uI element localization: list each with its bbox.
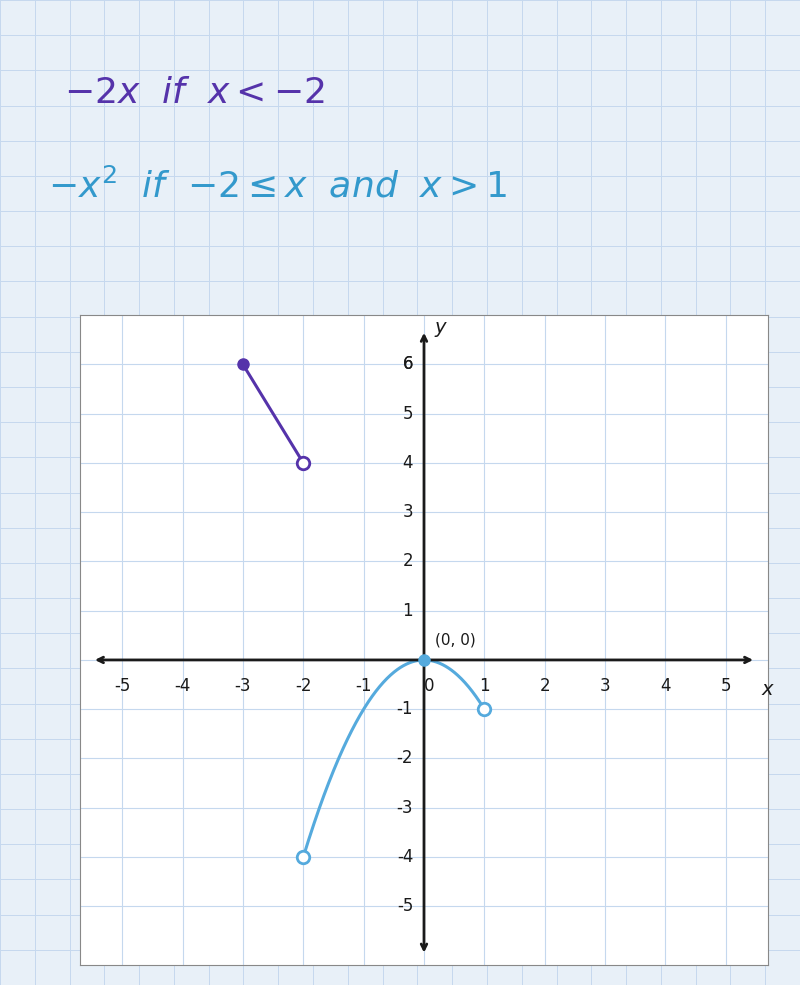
Text: -1: -1 bbox=[397, 700, 413, 718]
Text: -5: -5 bbox=[397, 897, 413, 915]
Text: y: y bbox=[435, 318, 446, 337]
Text: $-2x$  if  $x < -2$: $-2x$ if $x < -2$ bbox=[64, 77, 325, 110]
Text: 5: 5 bbox=[721, 678, 731, 695]
Text: -3: -3 bbox=[234, 678, 251, 695]
Text: -2: -2 bbox=[397, 750, 413, 767]
Text: -1: -1 bbox=[355, 678, 372, 695]
Text: 6: 6 bbox=[402, 356, 413, 373]
Text: 2: 2 bbox=[539, 678, 550, 695]
Text: 1: 1 bbox=[479, 678, 490, 695]
Text: -4: -4 bbox=[174, 678, 190, 695]
Text: 3: 3 bbox=[402, 503, 413, 521]
Text: 4: 4 bbox=[660, 678, 670, 695]
Text: -2: -2 bbox=[295, 678, 311, 695]
Text: -5: -5 bbox=[114, 678, 130, 695]
Text: -4: -4 bbox=[397, 848, 413, 866]
Text: x: x bbox=[762, 680, 774, 698]
Text: 5: 5 bbox=[402, 405, 413, 423]
Text: 6: 6 bbox=[402, 356, 413, 373]
Text: -3: -3 bbox=[397, 799, 413, 817]
Text: 1: 1 bbox=[402, 602, 413, 620]
Text: 2: 2 bbox=[402, 553, 413, 570]
Text: $-x^2$  if  $-2 \leq x$  and  $x > 1$: $-x^2$ if $-2 \leq x$ and $x > 1$ bbox=[48, 167, 507, 204]
Text: 0: 0 bbox=[423, 678, 434, 695]
Text: 3: 3 bbox=[600, 678, 610, 695]
Text: 4: 4 bbox=[402, 454, 413, 472]
Text: (0, 0): (0, 0) bbox=[435, 632, 476, 648]
